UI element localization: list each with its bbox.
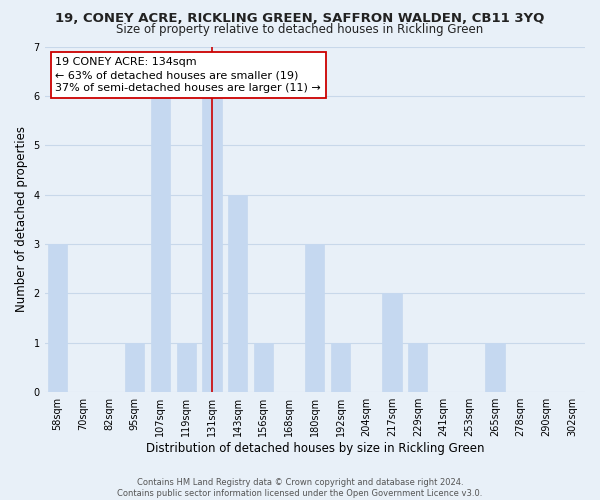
Bar: [254, 343, 273, 392]
Text: 19, CONEY ACRE, RICKLING GREEN, SAFFRON WALDEN, CB11 3YQ: 19, CONEY ACRE, RICKLING GREEN, SAFFRON …: [55, 12, 545, 26]
Bar: [228, 194, 247, 392]
Bar: [408, 343, 427, 392]
Text: 19 CONEY ACRE: 134sqm
← 63% of detached houses are smaller (19)
37% of semi-deta: 19 CONEY ACRE: 134sqm ← 63% of detached …: [55, 57, 321, 94]
Bar: [125, 343, 145, 392]
Bar: [176, 343, 196, 392]
Bar: [151, 96, 170, 392]
Y-axis label: Number of detached properties: Number of detached properties: [15, 126, 28, 312]
Bar: [202, 96, 221, 392]
Bar: [382, 294, 401, 392]
Bar: [305, 244, 325, 392]
Bar: [485, 343, 505, 392]
X-axis label: Distribution of detached houses by size in Rickling Green: Distribution of detached houses by size …: [146, 442, 484, 455]
Text: Contains HM Land Registry data © Crown copyright and database right 2024.
Contai: Contains HM Land Registry data © Crown c…: [118, 478, 482, 498]
Text: Size of property relative to detached houses in Rickling Green: Size of property relative to detached ho…: [116, 22, 484, 36]
Bar: [48, 244, 67, 392]
Bar: [331, 343, 350, 392]
